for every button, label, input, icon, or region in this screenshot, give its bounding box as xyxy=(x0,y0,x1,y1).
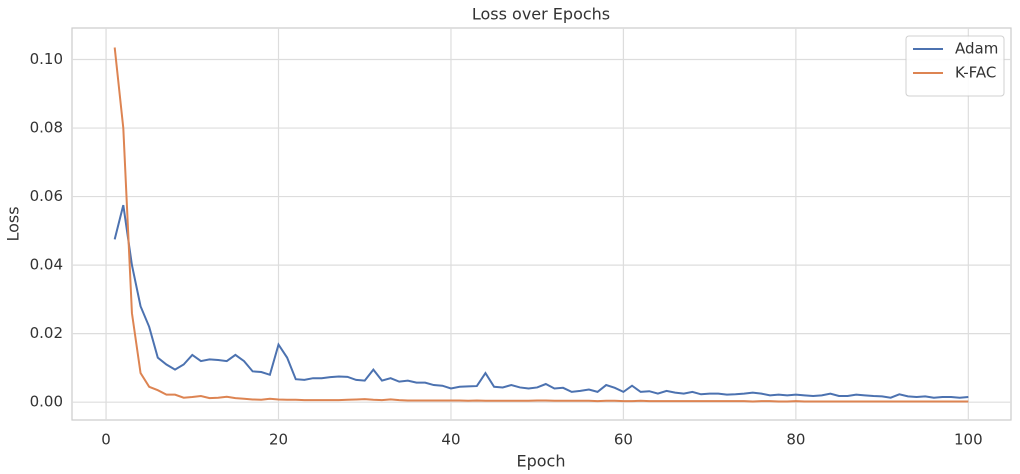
chart-title: Loss over Epochs xyxy=(472,5,610,24)
y-tick-label: 0.00 xyxy=(30,393,63,411)
x-tick-label: 40 xyxy=(441,431,460,449)
y-tick-label: 0.10 xyxy=(30,50,63,68)
legend-label: K-FAC xyxy=(955,64,996,82)
plot-area xyxy=(71,27,1012,421)
y-tick-label: 0.04 xyxy=(30,256,63,274)
legend-box xyxy=(905,35,1005,97)
line xyxy=(113,47,969,403)
y-tick-label: 0.06 xyxy=(30,187,63,205)
x-tick-label: 80 xyxy=(786,431,805,449)
legend-label: Adam xyxy=(955,40,998,58)
y-axis-label: Loss xyxy=(4,206,23,241)
x-tick-label: 60 xyxy=(614,431,633,449)
y-tick-label: 0.02 xyxy=(30,324,63,342)
x-tick-label: 100 xyxy=(954,431,983,449)
x-tick-label: 0 xyxy=(101,431,111,449)
x-axis-label: Epoch xyxy=(517,452,566,471)
x-tick-label: 20 xyxy=(269,431,288,449)
line xyxy=(113,204,969,399)
y-tick-label: 0.08 xyxy=(30,119,63,137)
